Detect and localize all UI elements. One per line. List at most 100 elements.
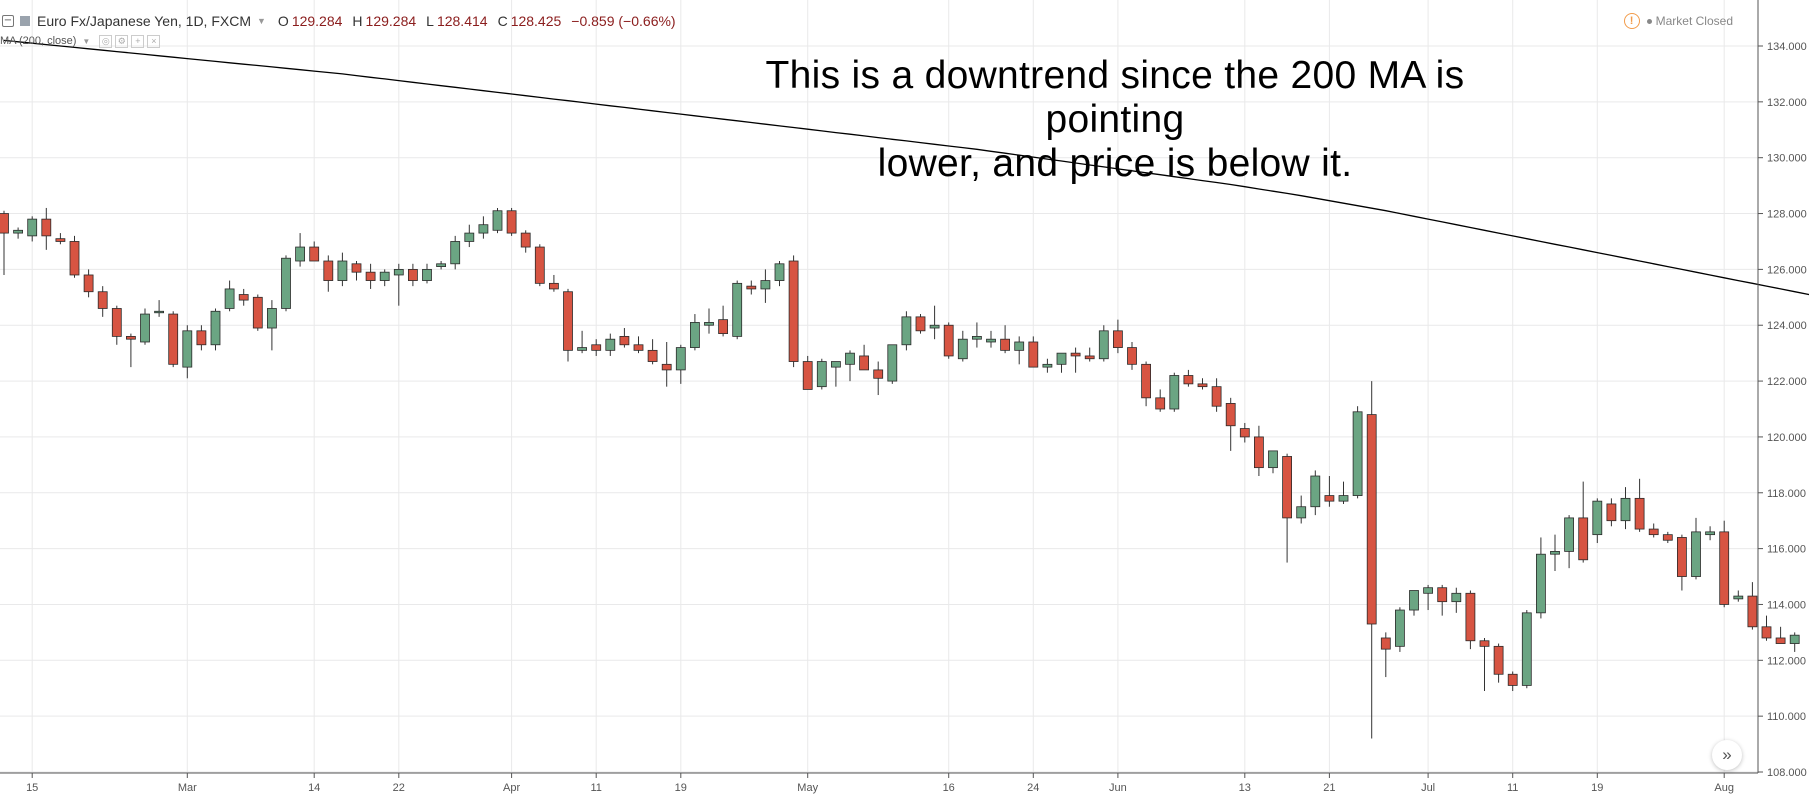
ma-settings-icon[interactable]: ⚙ — [115, 34, 129, 48]
candle-body — [1056, 352, 1067, 365]
candle-body — [675, 347, 686, 371]
candle-body — [957, 338, 968, 360]
price-axis[interactable]: 108.000 110.000 112.000 114.000 116.000 118.0… — [1757, 0, 1807, 779]
double-chevron-right-icon[interactable]: » — [1712, 740, 1742, 770]
candle-body — [647, 349, 658, 362]
candle-body — [238, 294, 249, 301]
candle-body — [1070, 352, 1081, 357]
time-axis[interactable]: 15 Mar 14 22 Apr 11 19 May 16 24 Jun 13 21 Jul 11 19 Aug — [0, 772, 1758, 794]
ma-remove-icon[interactable]: × — [147, 34, 161, 48]
candle-body — [450, 241, 461, 265]
change-value: −0.859 (−0.66%) — [571, 13, 676, 29]
chevron-down-icon[interactable]: ▼ — [257, 16, 266, 26]
candle-body — [1169, 375, 1180, 410]
candle-body — [210, 310, 221, 346]
candle-body — [901, 316, 912, 346]
y-tick-label: 110.000 — [1767, 711, 1806, 723]
candle-body — [393, 268, 404, 276]
candle-body — [1493, 645, 1504, 675]
ma-200-line — [3, 39, 1809, 296]
candle-body — [1592, 500, 1603, 536]
candle-body — [1536, 553, 1546, 614]
collapse-icon[interactable]: − — [2, 15, 14, 27]
x-tick-label: 14 — [308, 782, 320, 794]
candle-body — [1606, 503, 1617, 522]
candle-body — [337, 260, 348, 281]
open-number: 129.284 — [291, 13, 343, 29]
candle-body — [506, 210, 517, 234]
candle-body — [323, 260, 334, 281]
candle-body — [549, 282, 559, 290]
x-tick-label: Mar — [178, 782, 197, 794]
y-tick-label: 134.000 — [1767, 41, 1807, 53]
symbol-legend: − Euro Fx/Japanese Yen, 1D, FXCM ▼ O 129.… — [0, 11, 676, 31]
candle-body — [1507, 673, 1518, 686]
candle-body — [1437, 587, 1448, 603]
candle-body — [1141, 363, 1151, 399]
candle-body — [605, 338, 616, 351]
candle-body — [845, 352, 855, 365]
high-number: 129.284 — [365, 13, 417, 29]
candle-body — [1324, 495, 1335, 502]
warning-circle-icon[interactable]: ! — [1623, 13, 1640, 29]
grid — [0, 0, 1758, 773]
candle-body — [1719, 531, 1730, 605]
candle-body — [915, 316, 926, 332]
candle-body — [943, 324, 954, 357]
candle-body — [1282, 456, 1292, 519]
candle-body — [1197, 383, 1208, 388]
candle-body — [1550, 551, 1560, 555]
candle-body — [1028, 341, 1039, 368]
candle-body — [887, 344, 898, 382]
x-tick-label: 19 — [1591, 782, 1603, 794]
market-status: ! Market Closed — [1623, 11, 1733, 31]
ma-chevron-down-icon[interactable]: ▼ — [82, 36, 91, 46]
candle-body — [1451, 592, 1462, 603]
candle-body — [1338, 495, 1349, 502]
candle-body — [1239, 428, 1250, 438]
low-number: 128.414 — [436, 13, 488, 29]
candle-body — [1211, 386, 1222, 407]
x-tick-label: Aug — [1714, 782, 1734, 794]
market-status-label: Market Closed — [1655, 14, 1733, 28]
y-tick-label: 126.000 — [1767, 264, 1807, 276]
close-number: 128.425 — [510, 13, 562, 29]
high-label: H — [352, 13, 363, 29]
x-tick-label: 16 — [943, 782, 955, 794]
candle-body — [464, 232, 475, 242]
candle-body — [126, 335, 136, 340]
ma-visibility-icon[interactable]: ◎ — [99, 34, 113, 48]
candle-body — [802, 361, 813, 390]
candle-body — [1352, 411, 1363, 496]
candle-body — [1691, 531, 1701, 577]
candle-body — [774, 263, 785, 281]
candle-body — [1705, 531, 1715, 536]
high-value: H 129.284 — [352, 13, 416, 29]
candle-body — [690, 322, 700, 348]
y-tick-label: 112.000 — [1767, 655, 1806, 667]
ma-label[interactable]: MA (200, close) — [0, 35, 77, 47]
annotation-text: This is a downtrend since the 200 MA is … — [740, 54, 1490, 186]
x-tick-label: Jun — [1109, 782, 1127, 794]
x-tick-label: 11 — [1507, 782, 1518, 794]
y-tick-label: 122.000 — [1767, 376, 1807, 388]
y-tick-label: 114.000 — [1767, 599, 1806, 611]
candle-body — [1648, 528, 1659, 536]
y-tick-label: 120.000 — [1767, 432, 1807, 444]
candle-body — [1395, 609, 1405, 647]
candle-body — [97, 291, 108, 309]
candle-body — [1380, 637, 1391, 650]
ma-add-icon[interactable]: + — [131, 34, 145, 48]
candle-body — [1296, 506, 1307, 519]
symbol-title[interactable]: Euro Fx/Japanese Yen, 1D, FXCM — [37, 13, 251, 29]
candle-body — [1127, 347, 1137, 365]
candle-body — [1465, 592, 1476, 642]
candle-body — [704, 322, 714, 326]
candle-body — [1662, 534, 1673, 541]
candle-body — [972, 335, 982, 340]
candles — [0, 207, 1800, 739]
candle-body — [746, 285, 757, 290]
candle-body — [27, 218, 38, 237]
candle-body — [1000, 338, 1010, 351]
